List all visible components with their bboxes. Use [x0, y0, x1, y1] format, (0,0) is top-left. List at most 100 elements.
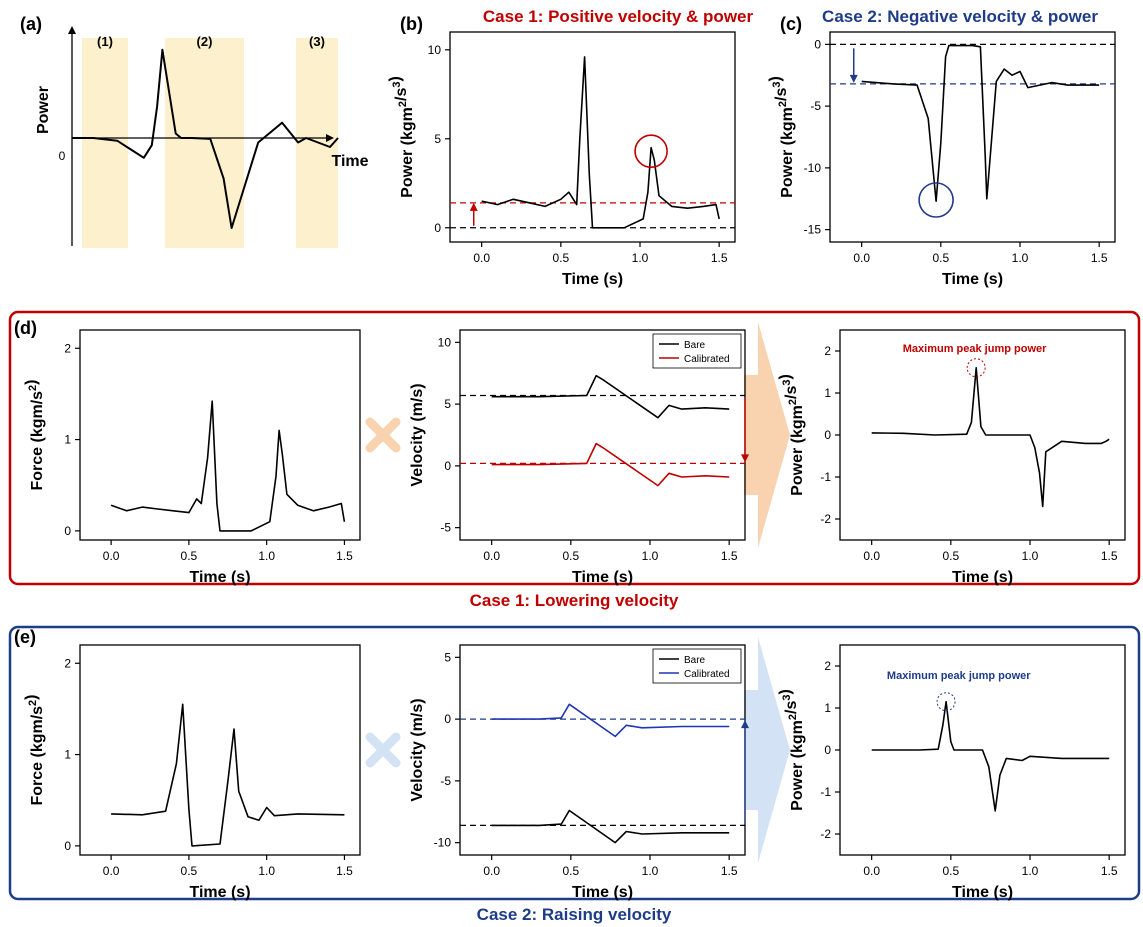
e3-xtick-label: 0.5 [942, 864, 959, 878]
d3-ytick-label: 0 [824, 428, 831, 442]
d1-xtick-label: 0.0 [103, 549, 120, 563]
c-ylabel-part: Power (kgm [779, 107, 796, 198]
b-xtick-label: 0.5 [552, 251, 569, 265]
a-x-arrowhead [326, 134, 334, 142]
b-series-line [481, 56, 720, 229]
e2-legend-label: Calibrated [684, 669, 730, 680]
b-ytick-label: 5 [434, 132, 441, 146]
b-ylabel-part: /s [393, 88, 410, 101]
e2-ylabel: Velocity (m/s) [409, 698, 426, 801]
a-zero-label: 0 [59, 149, 66, 163]
e1-ytick-label: 0 [64, 839, 71, 853]
c-xtick-label: 1.5 [1091, 251, 1108, 265]
e2-ytick-label: -10 [434, 836, 452, 850]
a-series-line [72, 48, 339, 229]
e1-ylabel-part: Force (kgm/s [29, 706, 46, 806]
b-ylabel-part: Power (kgm [399, 107, 416, 198]
b-ylabel-part: ) [387, 76, 404, 81]
c-peak-highlight [918, 182, 954, 218]
e3-ytick-label: 1 [824, 701, 831, 715]
a-xlabel: Time [331, 153, 368, 170]
c-plot-frame [829, 31, 1116, 243]
c-xtick-label: 0.0 [853, 251, 870, 265]
e2-xtick-label: 0.5 [562, 864, 579, 878]
b-xtick-label: 0.0 [473, 251, 490, 265]
panel-c-letter: (c) [780, 14, 802, 34]
b-ytick-label: 10 [428, 43, 442, 57]
d1-series-line [110, 400, 346, 532]
a-region-label: (1) [97, 34, 113, 49]
d1-ylabel: Force (kgm/s2) [23, 379, 46, 490]
e3-ytick-label: 0 [824, 743, 831, 757]
d3-ylabel-sup: 3 [781, 380, 793, 386]
d2-series-line-bare [491, 374, 730, 419]
e3-ytick-label: -2 [820, 827, 831, 841]
d1-ylabel-sup: 2 [27, 385, 39, 391]
e1-xtick-label: 1.0 [258, 864, 275, 878]
d3-annotation: Maximum peak jump power [903, 343, 1047, 355]
e1-ylabel-sup: 2 [27, 700, 39, 706]
e1-plot-frame [79, 644, 361, 856]
b-peak-highlight [634, 134, 668, 169]
b-xlabel: Time (s) [562, 271, 623, 288]
d1-ylabel-part: ) [23, 379, 40, 384]
e3-xtick-label: 0.0 [863, 864, 880, 878]
e2-xlabel: Time (s) [572, 884, 633, 901]
e1-xlabel: Time (s) [189, 884, 250, 901]
b-plot-frame [449, 31, 736, 243]
e2-offset-arrowhead [741, 720, 749, 729]
d2-ytick-label: 0 [444, 459, 451, 473]
d2-ylabel-part: Velocity (m/s) [409, 383, 426, 486]
c-ylabel-part: ) [767, 76, 784, 81]
e3-xtick-label: 1.0 [1022, 864, 1039, 878]
d1-ytick-label: 2 [64, 341, 71, 355]
e3-ylabel-sup: 2 [787, 714, 799, 720]
panel-d-letter: (d) [14, 318, 37, 338]
d1-xlabel: Time (s) [189, 569, 250, 586]
panel-a-letter: (a) [20, 14, 42, 34]
e1-ylabel-part: ) [23, 694, 40, 699]
d3-xtick-label: 1.5 [1101, 549, 1118, 563]
d1-xtick-label: 0.5 [181, 549, 198, 563]
b-xtick-label: 1.5 [711, 251, 728, 265]
d2-xtick-label: 1.0 [642, 549, 659, 563]
d3-ylabel-sup: 2 [787, 399, 799, 405]
c-ylabel-part: /s [773, 88, 790, 101]
e3-xlabel: Time (s) [952, 884, 1013, 901]
e2-ylabel-part: Velocity (m/s) [409, 698, 426, 801]
d2-xtick-label: 0.5 [562, 549, 579, 563]
d2-ytick-label: 10 [438, 335, 452, 349]
a-region-label: (3) [309, 34, 325, 49]
e2-xtick-label: 1.5 [721, 864, 738, 878]
panel-c-title: Case 2: Negative velocity & power [822, 7, 1098, 26]
d3-xlabel: Time (s) [952, 569, 1013, 586]
b-ytick-label: 0 [434, 221, 441, 235]
d2-ytick-label: 5 [444, 397, 451, 411]
e3-ylabel-part: Power (kgm [789, 720, 806, 811]
d2-legend-label: Bare [684, 340, 706, 351]
e2-ytick-label: -5 [440, 774, 451, 788]
d3-ylabel-part: ) [777, 374, 794, 379]
a-region-label: (2) [197, 34, 213, 49]
d3-ylabel-part: Power (kgm [789, 405, 806, 496]
e1-ylabel: Force (kgm/s2) [23, 694, 46, 805]
a-ylabel: Power [35, 86, 52, 134]
e1-xtick-label: 0.0 [103, 864, 120, 878]
c-xtick-label: 1.0 [1012, 251, 1029, 265]
e3-annotation: Maximum peak jump power [887, 670, 1031, 682]
c-offset-arrowhead [849, 74, 858, 83]
panel-d-caption: Case 1: Lowering velocity [470, 591, 679, 610]
c-ytick-label: -15 [804, 223, 822, 237]
c-ylabel: Power (kgm2/s3) [767, 76, 796, 198]
d2-xlabel: Time (s) [572, 569, 633, 586]
c-xlabel: Time (s) [942, 271, 1003, 288]
d2-series-line-calibrated [491, 442, 730, 487]
c-ylabel-sup: 3 [771, 82, 783, 88]
d2-legend [652, 333, 742, 369]
b-ylabel: Power (kgm2/s3) [387, 76, 416, 198]
d2-xtick-label: 1.5 [721, 549, 738, 563]
